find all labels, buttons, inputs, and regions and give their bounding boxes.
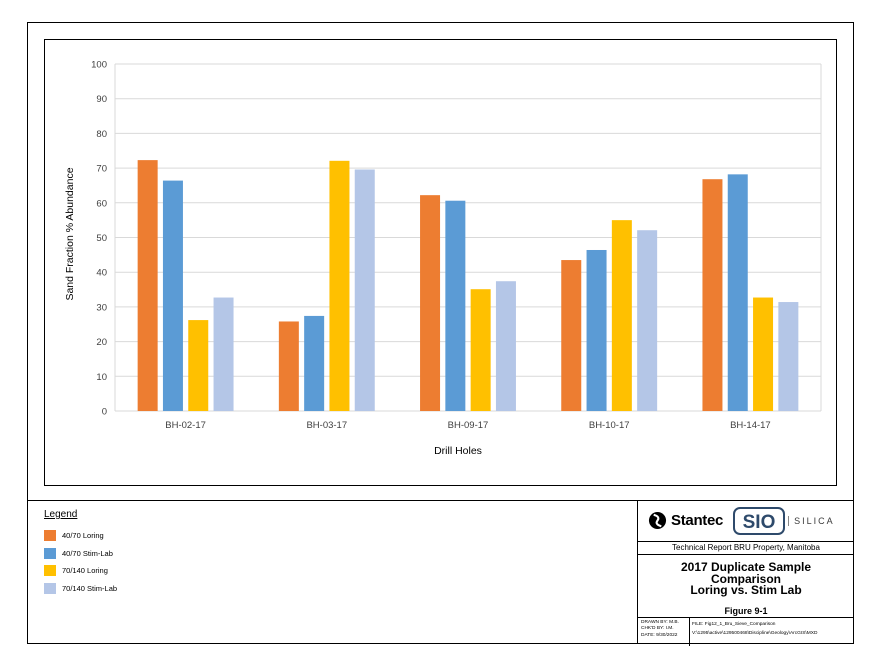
legend-swatch <box>44 565 56 577</box>
bar <box>329 160 350 411</box>
stantec-logo-icon <box>648 511 667 530</box>
drawing-credits: DRAWN BY: M.B. CHK'D BY: I.M. DATE: 9/30… <box>641 620 687 639</box>
figure-number: Figure 9-1 <box>724 606 768 616</box>
bar <box>278 321 299 411</box>
title-block-divider <box>27 500 854 501</box>
bar <box>213 297 234 411</box>
file-info: FILE: Fig12_1_Bru_Sieve_Comparison V:\12… <box>689 618 817 646</box>
y-tick-label: 20 <box>96 337 107 348</box>
bars <box>137 160 799 411</box>
report-title: Technical Report BRU Property, Manitoba <box>638 542 854 555</box>
bar <box>420 195 441 411</box>
legend: Legend 40/70 Loring 40/70 Stim-Lab 70/140 … <box>44 509 117 597</box>
bar <box>778 302 799 411</box>
x-tick-labels: BH-02-17 BH-03-17 BH-09-17 BH-10-17 BH-14-17 <box>165 420 770 431</box>
legend-item: 70/140 Stim-Lab <box>44 580 117 598</box>
bar <box>586 249 607 411</box>
figure-title-line-3: Loring vs. Stim Lab <box>690 583 802 597</box>
bar <box>354 169 375 411</box>
bar <box>637 230 658 411</box>
y-tick-label: 60 <box>96 198 107 209</box>
logo-row: Stantec SIO SILICA <box>638 500 854 542</box>
checked-by: CHK'D BY: I.M. <box>641 626 674 632</box>
figure-title: 2017 Duplicate Sample Comparison Loring … <box>638 560 854 597</box>
legend-title: Legend <box>44 509 78 520</box>
title-block: Stantec SIO SILICA Technical Report BRU … <box>637 500 854 646</box>
figure-title-line-2: Comparison <box>710 571 781 586</box>
y-tick-label: 30 <box>96 302 107 313</box>
y-tick-label: 0 <box>102 407 107 418</box>
y-tick-label: 80 <box>96 129 107 140</box>
drawn-by: DRAWN BY: M.B. <box>641 620 679 625</box>
y-tick-label: 100 <box>91 60 107 71</box>
y-tick-label: 70 <box>96 164 107 175</box>
bar <box>611 220 632 411</box>
file-path: V:\1295\active\129500468\Discipline\Geol… <box>692 631 818 636</box>
x-tick-label: BH-14-17 <box>730 420 771 431</box>
sio-silica-logo-icon: SIO <box>733 506 786 535</box>
bar <box>561 260 582 411</box>
file-name: FILE: Fig12_1_Bru_Sieve_Comparison <box>692 622 776 627</box>
drawing-sheet <box>27 22 854 644</box>
bar <box>137 160 158 411</box>
figure-title-line-1: 2017 Duplicate Sample <box>680 560 812 574</box>
legend-swatch <box>44 530 56 542</box>
bar <box>495 281 516 411</box>
bar <box>304 315 325 411</box>
y-tick-label: 50 <box>96 233 107 244</box>
bar <box>727 174 748 411</box>
bar <box>470 289 491 411</box>
bar <box>445 200 466 411</box>
y-axis-label: Sand Fraction % Abundance <box>64 167 76 300</box>
legend-swatch <box>44 547 56 559</box>
x-tick-label: BH-09-17 <box>448 420 489 431</box>
chart-frame: 0 10 20 30 40 50 60 70 80 90 100 BH-02-17 BH-03-17 B… <box>44 39 837 486</box>
drawing-metadata: DRAWN BY: M.B. CHK'D BY: I.M. DATE: 9/30… <box>638 617 854 646</box>
sio-logo-text: SIO <box>743 512 776 533</box>
x-axis-label: Drill Holes <box>434 445 482 457</box>
y-tick-label: 90 <box>96 94 107 105</box>
stantec-name: Stantec <box>671 512 724 529</box>
y-tick-label: 40 <box>96 268 107 279</box>
legend-item: 40/70 Loring <box>44 527 117 545</box>
legend-label: 70/140 Loring <box>62 566 108 576</box>
bar <box>702 179 723 411</box>
bar <box>162 180 183 411</box>
legend-label: 40/70 Loring <box>62 531 104 541</box>
drawing-date: DATE: 9/30/2022 <box>641 632 678 638</box>
x-tick-label: BH-02-17 <box>165 420 206 431</box>
silica-name: SILICA <box>788 515 835 526</box>
y-tick-labels: 0 10 20 30 40 50 60 70 80 90 100 <box>91 60 107 418</box>
legend-swatch <box>44 582 56 594</box>
legend-item: 70/140 Loring <box>44 562 117 580</box>
legend-items: 40/70 Loring 40/70 Stim-Lab 70/140 Loring 7… <box>44 527 117 597</box>
legend-item: 40/70 Stim-Lab <box>44 545 117 563</box>
bar <box>188 320 209 411</box>
x-tick-label: BH-03-17 <box>306 420 347 431</box>
y-tick-label: 10 <box>96 372 107 383</box>
x-tick-label: BH-10-17 <box>589 420 630 431</box>
legend-label: 70/140 Stim-Lab <box>62 583 118 593</box>
legend-label: 40/70 Stim-Lab <box>62 548 113 558</box>
bar <box>753 297 774 411</box>
